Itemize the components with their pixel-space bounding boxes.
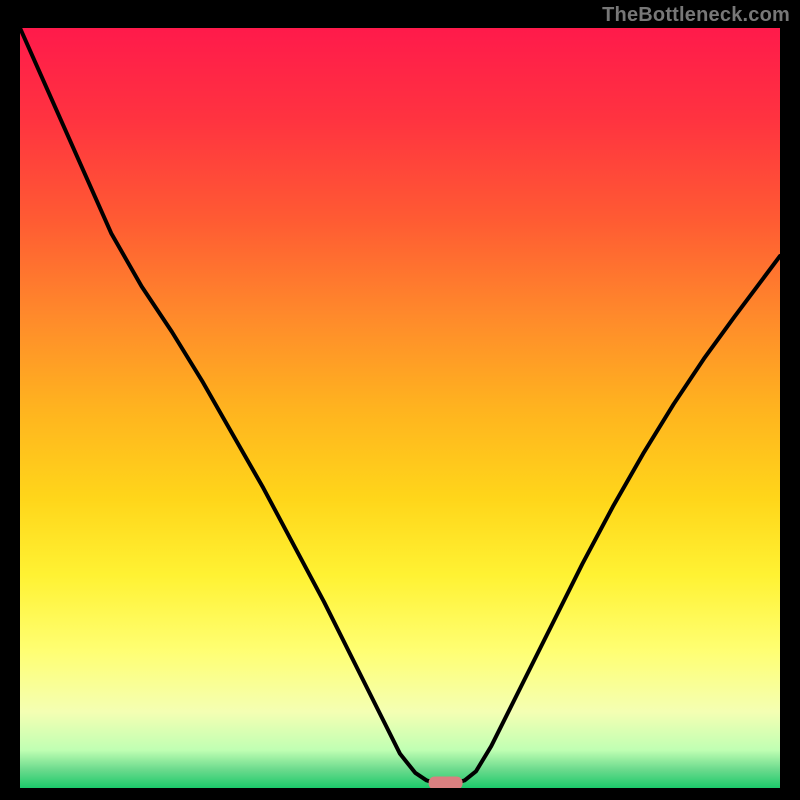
chart-svg xyxy=(20,28,780,788)
gradient-background xyxy=(20,28,780,788)
minimum-marker xyxy=(429,777,463,788)
watermark-text: TheBottleneck.com xyxy=(602,4,790,27)
plot-area xyxy=(20,28,780,788)
